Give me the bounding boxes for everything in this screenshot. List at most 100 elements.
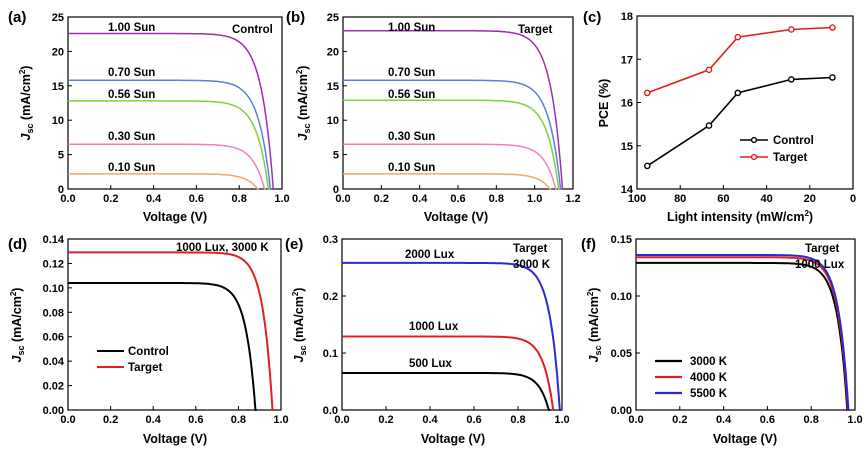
jv-curve-d-1 [68,282,257,411]
x-axis-label-d: Voltage (V) [143,432,207,446]
legend-label-f-1: 3000 K [690,356,728,368]
curve-label-a-2: 0.70 Sun [108,67,155,79]
data-point-c-control-3 [787,76,795,83]
y-tick-label-f-3: 0.15 [611,234,632,246]
jv-curve-d-2 [68,251,274,411]
legend-c: Control Target [740,135,814,164]
corner-label-f-2: 1000 Lux [795,259,845,271]
x-tick-label-a-4: 0.8 [232,193,247,205]
panel-label-c: (c) [583,9,601,26]
y-tick-label-f-2: 0.10 [611,291,632,303]
y-tick-label-e-2: 0.2 [323,291,338,303]
x-tick-label-a-0: 0.0 [60,193,75,205]
x-tick-label-d-3: 0.6 [188,414,203,426]
jv-curve-f-1 [636,261,849,411]
y-tick-label-d-5: 0.10 [43,283,64,295]
plot-frame-b [342,16,574,190]
y-tick-label-b-3: 15 [327,81,339,93]
y-axis-label-f: Jsc (mA/cm2) [586,288,603,363]
panel-b: (b) 0.0 0.2 0.4 0.6 0.8 1.0 1.2 0 5 10 15 20 25 Targ… [286,9,581,224]
x-tick-label-b-2: 0.4 [412,193,428,205]
x-tick-label-f-0: 0.0 [628,414,643,426]
x-tick-label-c-2: 60 [717,193,729,205]
corner-label-e-1: Target [513,243,547,255]
y-tick-label-a-3: 15 [52,81,64,93]
series-layer-e [341,261,562,411]
x-tick-label-c-1: 80 [674,193,686,205]
x-tick-label-b-4: 0.8 [489,193,504,205]
tick-layer-d: 0.0 0.2 0.4 0.6 0.8 1.0 0.00 0.02 0.04 0.06 0.08 0.… [43,234,289,426]
x-tick-label-e-2: 0.4 [422,414,438,426]
y-tick-label-e-3: 0.3 [323,234,338,246]
x-tick-label-b-0: 0.0 [335,193,350,205]
jv-curve-a-1 [68,32,275,190]
x-tick-label-f-5: 1.0 [847,414,862,426]
y-axis-label-d: Jsc (mA/cm2) [9,288,26,363]
panel-label-b: (b) [286,9,305,26]
x-tick-label-c-0: 100 [628,193,646,205]
y-tick-label-a-2: 10 [52,115,64,127]
panel-e: (e) 0.0 0.2 0.4 0.6 0.8 1.0 0.0 0.1 0.2 0.3 Targe… [285,234,570,446]
x-tick-label-d-2: 0.4 [146,414,162,426]
x-tick-label-d-4: 0.8 [231,414,246,426]
x-tick-label-b-3: 0.6 [450,193,465,205]
data-point-c-control-0 [643,162,651,170]
x-tick-label-a-5: 1.0 [274,193,289,205]
corner-label-d: 1000 Lux, 3000 K [176,242,269,254]
jv-curve-b-5 [343,173,552,190]
legend-label-d-2: Target [128,362,162,374]
series-layer-f [636,254,850,411]
x-axis-label-c: Light intensity (mW/cm2) [667,209,813,224]
y-axis-label-e: Jsc (mA/cm2) [291,288,308,363]
y-tick-label-d-7: 0.14 [43,234,65,246]
y-tick-label-e-1: 0.1 [323,348,338,360]
x-axis-label-a: Voltage (V) [143,210,207,224]
panel-f: (f) 0.0 0.2 0.4 0.6 0.8 1.0 0.00 0.05 0.10 0.15 T… [581,234,863,446]
y-tick-label-d-2: 0.04 [43,356,65,368]
jv-curve-a-4 [68,143,266,190]
legend-label-c-1: Control [773,135,814,147]
x-tick-label-d-1: 0.2 [103,414,118,426]
tick-layer-c: 100 80 60 40 20 0 14 15 16 17 18 [621,11,856,205]
legend-marker-c-1 [750,136,758,144]
jv-curve-b-2 [343,79,562,190]
tick-layer-f: 0.0 0.2 0.4 0.6 0.8 1.0 0.00 0.05 0.10 0.15 [611,234,863,426]
y-tick-label-b-5: 25 [327,12,339,24]
panel-label-f: (f) [581,236,596,253]
x-axis-label-b: Voltage (V) [424,210,488,224]
series-layer-d [68,251,274,411]
y-tick-label-a-5: 25 [52,12,64,24]
data-point-c-target-3 [787,26,795,33]
panel-label-e: (e) [285,236,303,253]
x-tick-label-e-1: 0.2 [378,414,393,426]
y-tick-label-b-4: 20 [327,46,339,58]
tick-layer-e: 0.0 0.2 0.4 0.6 0.8 1.0 0.0 0.1 0.2 0.3 [323,234,570,426]
plot-frame-f [635,238,856,411]
jv-curve-b-1 [343,30,564,190]
x-tick-label-d-0: 0.0 [60,414,75,426]
x-tick-label-b-1: 0.2 [374,193,389,205]
x-tick-label-e-5: 1.0 [554,414,569,426]
y-tick-label-d-3: 0.06 [43,332,64,344]
curve-label-b-3: 0.56 Sun [388,89,435,101]
x-tick-label-e-0: 0.0 [334,414,349,426]
y-tick-label-c-2: 16 [621,98,633,110]
x-tick-label-d-5: 1.0 [273,414,288,426]
y-axis-label-c: PCE (%) [597,79,611,128]
panel-d: (d) 0.0 0.2 0.4 0.6 0.8 1.00.000.020.040.060.… [8,234,289,446]
x-tick-label-f-3: 0.6 [760,414,775,426]
panel-c: (c) 100 80 60 40 20 0 14 15 16 17 18 Control Targe… [583,9,856,224]
curve-label-b-2: 0.70 Sun [388,67,435,79]
jv-curve-a-2 [68,79,272,190]
corner-label-a: Control [232,24,273,36]
panel-label-a: (a) [8,9,26,26]
curve-label-a-1: 1.00 Sun [108,22,155,34]
jv-curve-e-3 [341,371,551,411]
jv-curve-a-5 [68,173,259,190]
legend-label-d-1: Control [128,346,169,358]
series-layer-c [643,24,836,170]
data-point-c-target-0 [643,89,651,97]
plot-frame-c [636,15,854,190]
x-tick-label-e-3: 0.6 [466,414,481,426]
